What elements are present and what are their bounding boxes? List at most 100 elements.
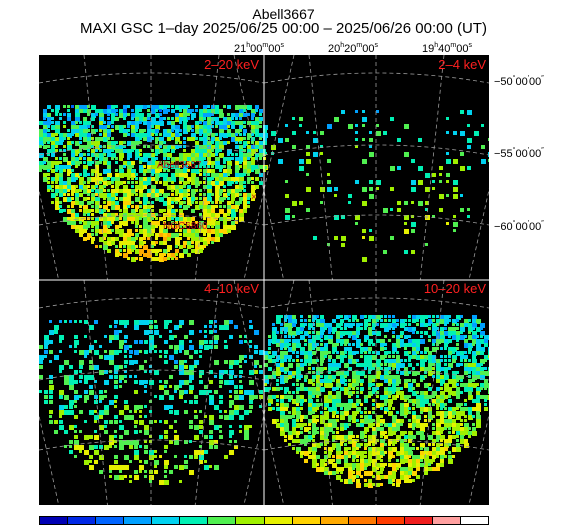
count-pixel — [175, 237, 180, 242]
count-pixel — [484, 371, 489, 376]
count-pixel — [452, 383, 457, 388]
count-pixel — [416, 331, 419, 334]
count-pixel — [199, 189, 202, 192]
count-pixel — [119, 165, 123, 169]
count-pixel — [243, 173, 246, 176]
count-pixel — [472, 319, 476, 323]
count-pixel — [99, 121, 103, 125]
count-pixel — [167, 193, 170, 196]
count-pixel — [404, 335, 408, 339]
count-pixel — [71, 193, 74, 196]
count-pixel — [159, 355, 162, 358]
count-pixel — [91, 161, 94, 164]
count-pixel — [356, 443, 361, 448]
count-pixel — [179, 217, 184, 222]
count-pixel — [99, 193, 104, 198]
count-pixel — [432, 423, 435, 426]
count-pixel — [214, 465, 219, 470]
count-pixel — [59, 320, 62, 323]
count-pixel — [308, 455, 312, 459]
count-pixel — [167, 117, 170, 120]
count-pixel — [404, 371, 409, 376]
count-pixel — [104, 405, 109, 410]
count-pixel — [47, 173, 50, 176]
count-pixel — [215, 197, 219, 201]
count-pixel — [352, 475, 356, 479]
count-pixel — [214, 340, 218, 344]
count-pixel — [420, 411, 423, 414]
count-pixel — [276, 343, 280, 347]
count-pixel — [383, 208, 388, 213]
count-pixel — [144, 470, 147, 473]
count-pixel — [239, 125, 243, 129]
count-pixel — [207, 121, 212, 126]
count-pixel — [171, 181, 174, 184]
count-pixel — [227, 229, 231, 233]
count-pixel — [209, 340, 213, 344]
count-pixel — [79, 153, 83, 157]
count-pixel — [235, 201, 240, 206]
count-pixel — [432, 173, 436, 177]
count-pixel — [356, 419, 359, 422]
count-pixel — [392, 323, 397, 328]
count-pixel — [151, 125, 154, 128]
count-pixel — [229, 415, 234, 420]
count-pixel — [107, 217, 112, 222]
count-pixel — [348, 331, 353, 336]
count-pixel — [214, 320, 217, 323]
count-pixel — [255, 185, 259, 189]
count-pixel — [231, 217, 234, 220]
count-pixel — [328, 419, 333, 424]
count-pixel — [183, 201, 186, 204]
count-pixel — [67, 161, 72, 166]
count-pixel — [372, 399, 375, 402]
count-pixel — [71, 221, 76, 226]
count-pixel — [151, 209, 154, 212]
count-pixel — [428, 315, 431, 318]
count-pixel — [55, 193, 58, 196]
count-pixel — [207, 237, 211, 241]
count-pixel — [332, 455, 335, 458]
count-pixel — [243, 197, 247, 201]
count-pixel — [436, 411, 441, 416]
count-pixel — [195, 141, 199, 145]
count-pixel — [420, 407, 425, 412]
count-pixel — [268, 403, 271, 406]
count-pixel — [189, 355, 193, 359]
count-pixel — [376, 423, 380, 427]
count-pixel — [83, 221, 87, 225]
count-pixel — [203, 229, 207, 233]
count-pixel — [223, 217, 227, 221]
count-pixel — [308, 387, 313, 392]
count-pixel — [124, 465, 129, 470]
count-pixel — [376, 387, 379, 390]
count-pixel — [284, 319, 287, 322]
count-pixel — [147, 229, 151, 233]
count-pixel — [368, 463, 371, 466]
count-pixel — [91, 129, 96, 134]
count-pixel — [436, 403, 440, 407]
count-pixel — [83, 109, 87, 113]
count-pixel — [74, 340, 79, 345]
count-pixel — [71, 125, 76, 130]
count-pixel — [412, 327, 416, 331]
count-pixel — [364, 427, 369, 432]
count-pixel — [316, 403, 320, 407]
count-pixel — [95, 205, 99, 209]
count-pixel — [171, 165, 175, 169]
count-pixel — [79, 149, 82, 152]
count-pixel — [292, 351, 295, 354]
count-pixel — [119, 109, 124, 114]
sky-map-grid: 2–20 keV 2–4 keV 4–10 keV 10–20 keV Abel… — [8, 54, 520, 506]
count-pixel — [51, 161, 55, 165]
count-pixel — [79, 125, 84, 130]
count-pixel — [488, 159, 491, 162]
count-pixel — [111, 193, 116, 198]
count-pixel — [129, 375, 132, 378]
count-pixel — [87, 173, 90, 176]
count-pixel — [91, 225, 94, 228]
count-pixel — [476, 391, 480, 395]
count-pixel — [416, 343, 420, 347]
count-pixel — [79, 380, 82, 383]
count-pixel — [124, 355, 127, 358]
